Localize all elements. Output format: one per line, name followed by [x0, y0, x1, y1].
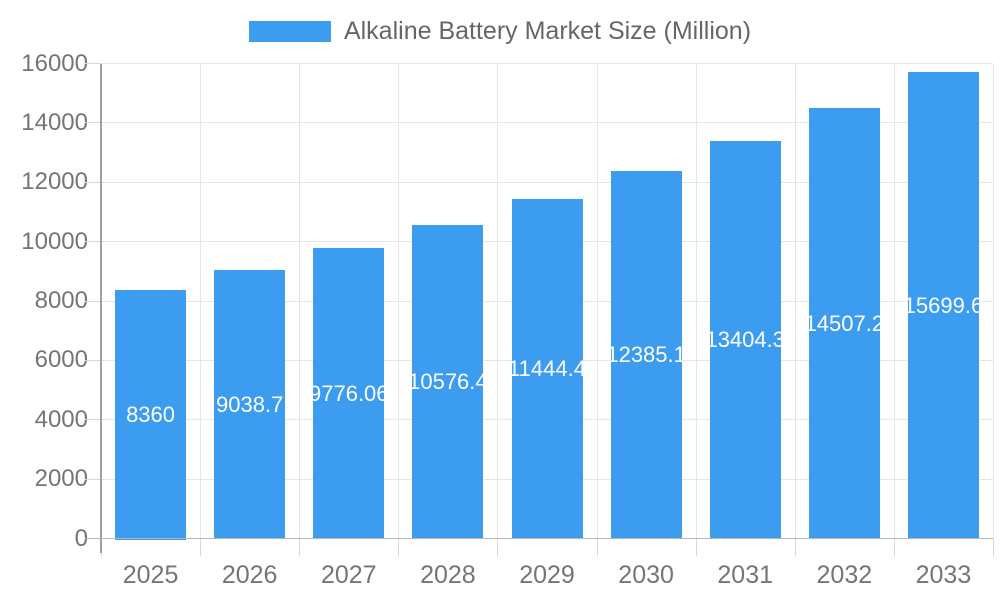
bar[interactable]: 12385.1: [610, 170, 682, 540]
y-axis-tick: [85, 419, 101, 421]
y-axis-line: [100, 63, 102, 553]
y-axis-tick-label: 16000: [21, 49, 88, 77]
bar-value-label: 13404.3: [709, 327, 781, 353]
bar-value-label: 11444.4: [511, 356, 583, 382]
x-axis-tick-label: 2026: [221, 561, 278, 589]
v-gridline: [299, 63, 301, 539]
x-axis-tick: [794, 538, 796, 556]
bar[interactable]: 11444.4: [511, 198, 583, 540]
h-gridline: [101, 181, 993, 183]
x-axis-tick-label: 2030: [618, 561, 674, 589]
bar-value-label: 12385.1: [610, 342, 682, 368]
x-axis-tick: [200, 538, 202, 556]
x-axis-tick: [299, 538, 301, 556]
y-axis-tick: [85, 478, 101, 480]
legend-marker: [248, 20, 331, 42]
x-axis-tick: [893, 538, 895, 556]
bar-value-label: 15699.6: [907, 292, 979, 318]
bar[interactable]: 9776.06: [313, 248, 385, 540]
bar[interactable]: 8360: [115, 290, 187, 540]
y-axis-tick: [85, 300, 101, 302]
v-gridline: [200, 63, 202, 539]
v-gridline: [794, 63, 796, 539]
y-axis-tick-label: 0: [74, 524, 88, 552]
x-axis-tick-label: 2032: [816, 561, 873, 589]
v-gridline: [398, 63, 400, 539]
bar[interactable]: 14507.2: [808, 107, 880, 540]
x-axis-tick-label: 2031: [717, 561, 774, 589]
x-axis-tick: [695, 538, 697, 556]
x-axis-tick: [596, 538, 598, 556]
x-axis-tick-label: 2025: [122, 561, 179, 589]
bar[interactable]: 10576.4: [412, 224, 484, 540]
x-axis-tick: [398, 538, 400, 556]
h-gridline: [101, 122, 993, 124]
bar-value-label: 10576.4: [412, 368, 484, 394]
y-axis-tick-label: 4000: [34, 405, 88, 433]
y-axis-tick-label: 12000: [21, 168, 88, 196]
y-axis-tick: [85, 122, 101, 124]
x-axis-tick-label: 2028: [420, 561, 476, 589]
x-axis-tick-label: 2027: [320, 561, 377, 589]
v-gridline: [993, 63, 994, 539]
y-axis-tick-label: 14000: [21, 108, 88, 136]
y-axis-tick-label: 2000: [34, 465, 88, 493]
x-axis-tick: [993, 538, 994, 556]
y-axis-tick: [85, 63, 101, 64]
bar-value-label: 9776.06: [313, 380, 385, 406]
x-axis-tick-label: 2033: [915, 561, 972, 589]
v-gridline: [497, 63, 499, 539]
y-axis-tick-label: 8000: [34, 287, 88, 314]
bar[interactable]: 9038.7: [214, 270, 286, 540]
y-axis-tick: [85, 181, 101, 183]
bar[interactable]: 15699.6: [907, 72, 979, 540]
x-axis-line: [85, 538, 993, 539]
legend-series-label: Alkaline Battery Market Size (Million): [343, 17, 752, 45]
bar-value-label: 14507.2: [808, 310, 880, 336]
v-gridline: [695, 63, 697, 539]
y-axis-tick-label: 6000: [34, 346, 88, 374]
legend[interactable]: Alkaline Battery Market Size (Million): [0, 17, 1000, 45]
x-axis-tick-label: 2029: [519, 561, 575, 589]
v-gridline: [893, 63, 895, 539]
h-gridline: [101, 63, 993, 64]
bar[interactable]: 13404.3: [709, 140, 781, 540]
x-axis-tick: [497, 538, 499, 556]
y-axis-tick: [85, 359, 101, 361]
bar-value-label: 9038.7: [216, 391, 284, 417]
v-gridline: [596, 63, 598, 539]
bar-value-label: 8360: [126, 401, 176, 427]
y-axis-tick: [85, 241, 101, 243]
y-axis-tick-label: 10000: [21, 227, 88, 255]
